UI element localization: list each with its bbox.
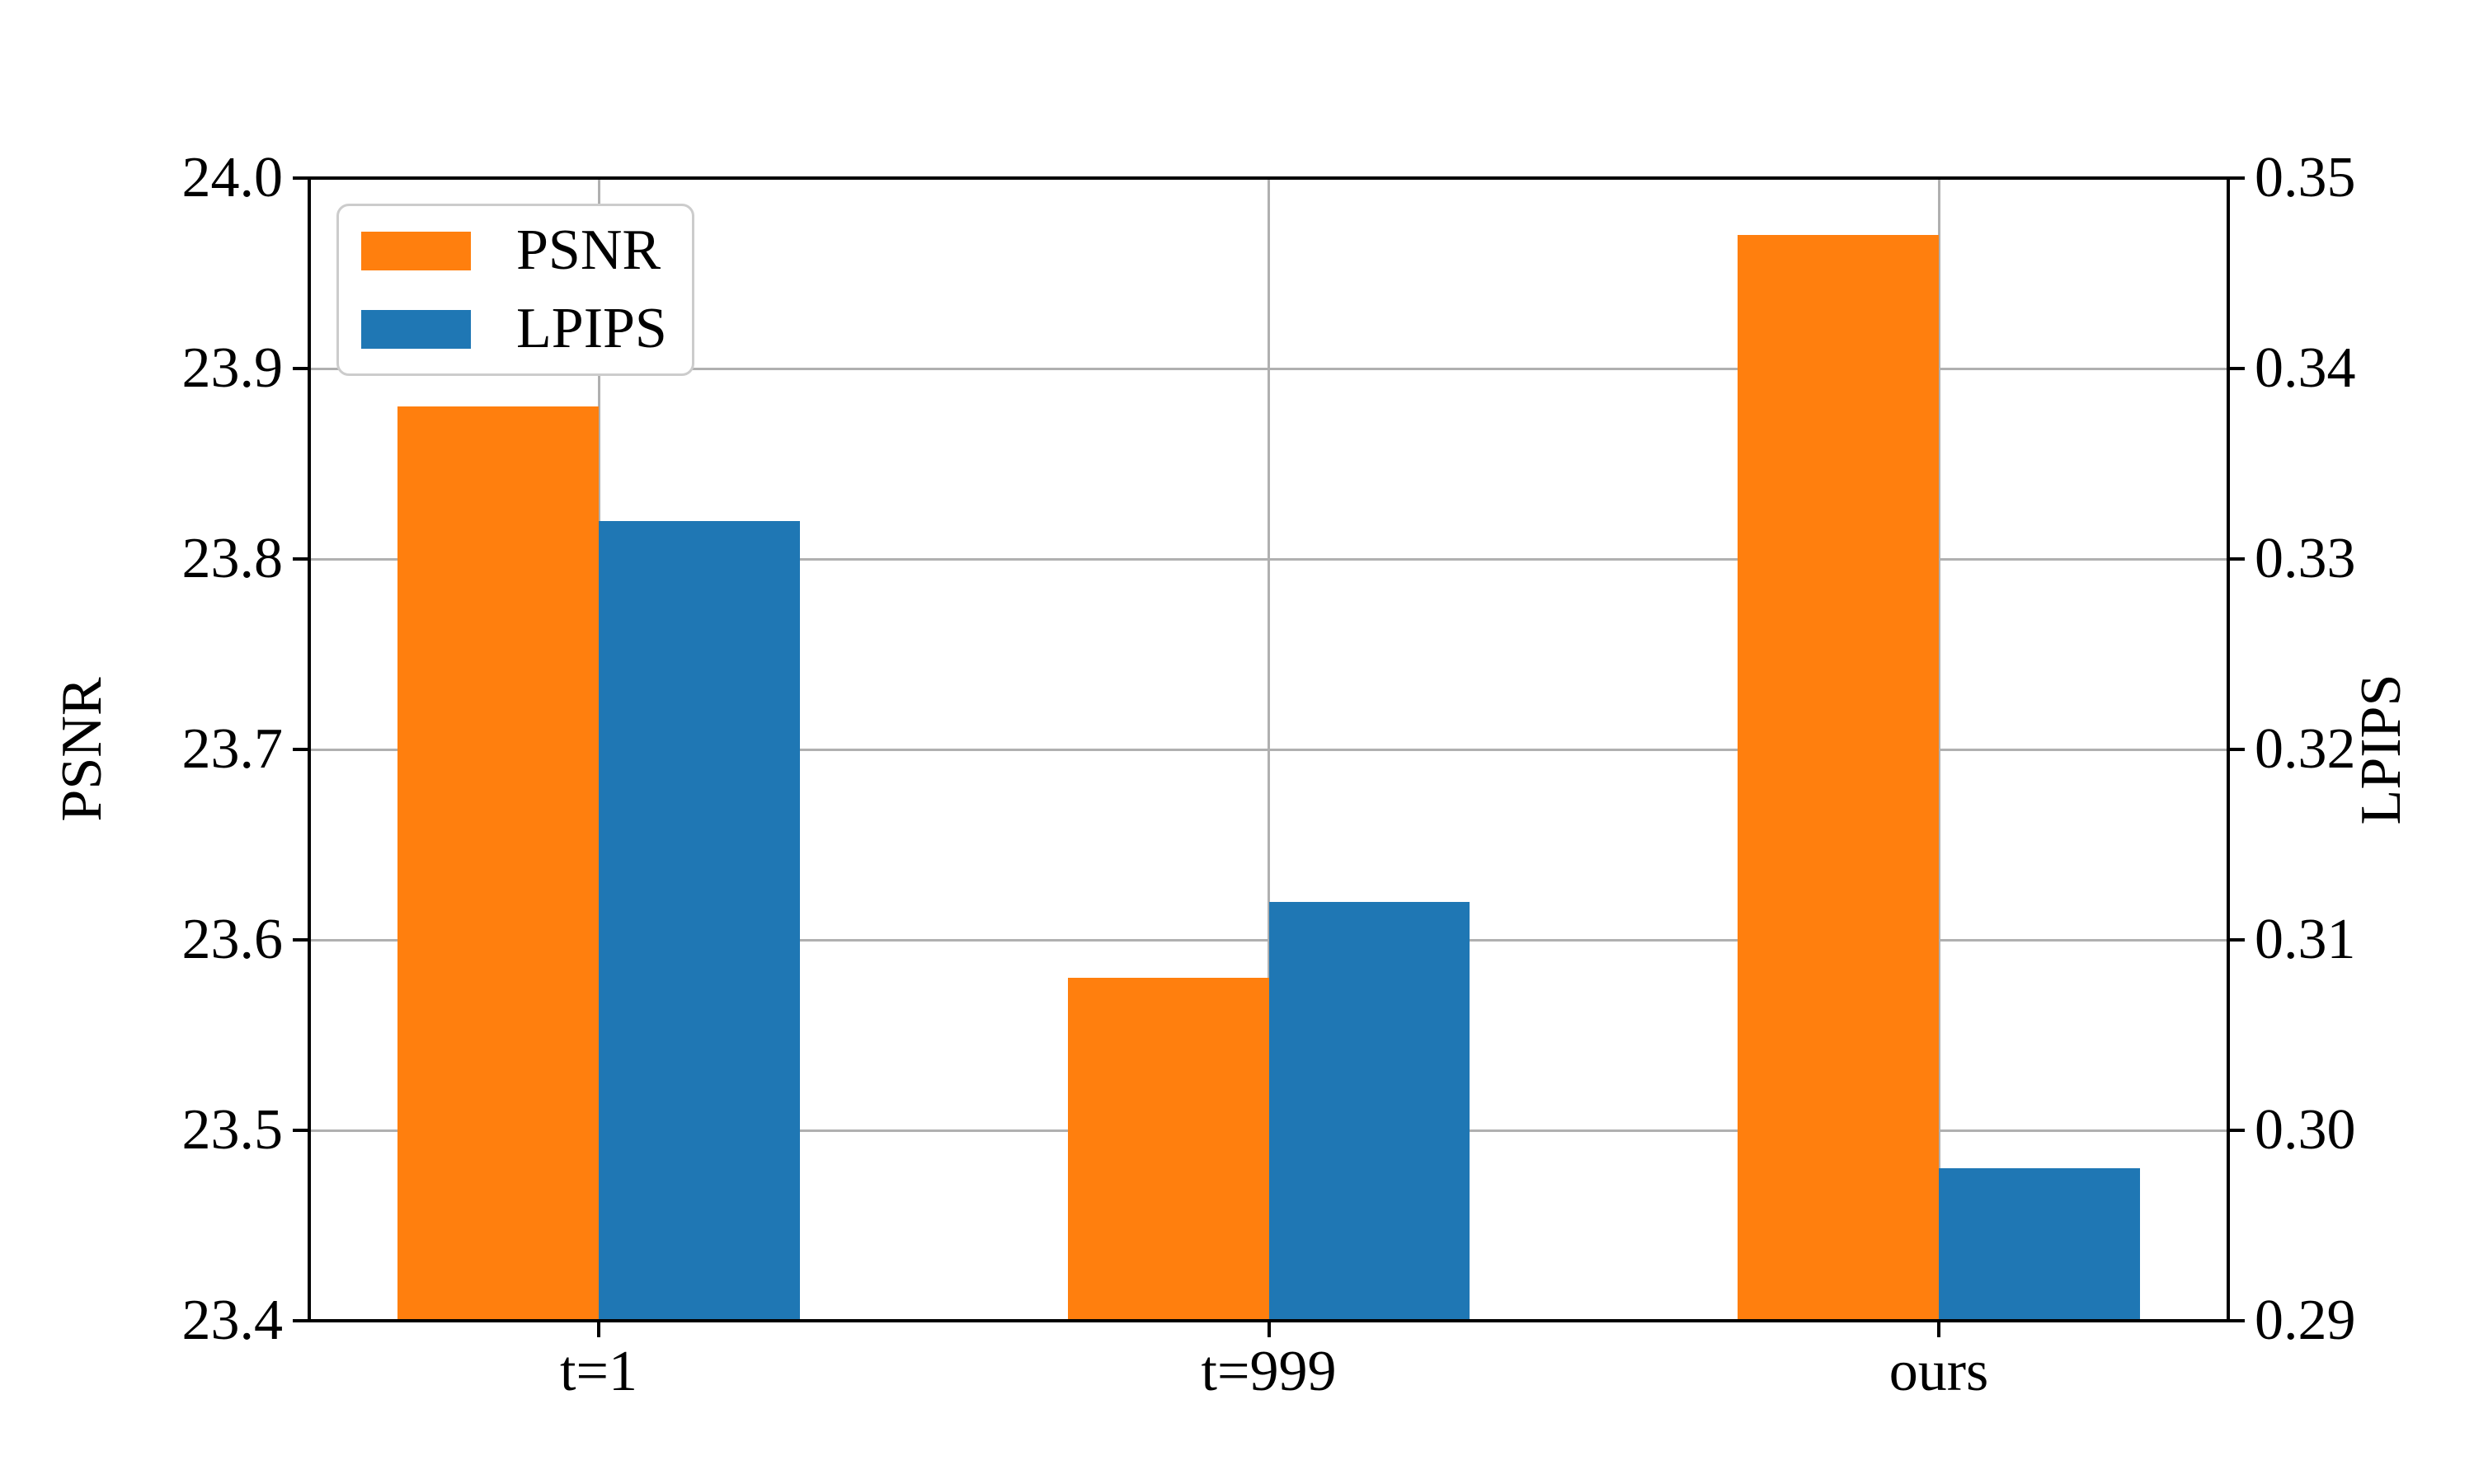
y-tick-label-right: 0.29 xyxy=(2255,1289,2356,1352)
legend-swatch-psnr xyxy=(361,231,471,270)
y-tick-left xyxy=(293,176,308,180)
y-tick-left xyxy=(293,557,308,561)
y-tick-right xyxy=(2230,176,2245,180)
y-tick-label-left: 23.7 xyxy=(181,717,284,781)
bar-psnr-t=999 xyxy=(1067,978,1269,1321)
y-tick-right xyxy=(2230,938,2245,942)
y-tick-label-left: 23.8 xyxy=(181,527,284,590)
y-tick-label-left: 24.0 xyxy=(181,146,284,209)
gridline-vertical xyxy=(1268,178,1270,1321)
y-tick-right xyxy=(2230,1129,2245,1132)
legend-label-psnr: PSNR xyxy=(516,218,661,282)
x-tick-label: t=999 xyxy=(1201,1340,1337,1403)
y-tick-label-left: 23.6 xyxy=(181,908,284,971)
y-tick-right xyxy=(2230,367,2245,370)
y-tick-right xyxy=(2230,1319,2245,1322)
bar-psnr-t=1 xyxy=(397,406,599,1321)
legend-item-psnr: PSNR xyxy=(361,216,667,285)
bar-lpips-t=999 xyxy=(1268,901,1470,1321)
x-tick xyxy=(1937,1322,1940,1337)
x-tick-label: t=1 xyxy=(560,1340,637,1403)
y-tick-left xyxy=(293,367,308,370)
y-tick-right xyxy=(2230,748,2245,751)
right-axis-title: LPIPS xyxy=(2349,674,2413,825)
bar-lpips-t=1 xyxy=(599,520,800,1321)
bar-psnr-ours xyxy=(1738,235,1939,1321)
left-axis-title: PSNR xyxy=(50,677,114,822)
gridline-vertical xyxy=(1937,178,1940,1321)
y-tick-label-left: 23.9 xyxy=(181,336,284,400)
y-tick-label-right: 0.35 xyxy=(2255,146,2356,209)
y-tick-label-right: 0.32 xyxy=(2255,717,2356,781)
y-tick-left xyxy=(293,938,308,942)
y-tick-left xyxy=(293,1319,308,1322)
y-tick-left xyxy=(293,1129,308,1132)
y-tick-label-right: 0.30 xyxy=(2255,1098,2356,1162)
legend-label-lpips: LPIPS xyxy=(516,297,667,360)
y-tick-right xyxy=(2230,557,2245,561)
legend: PSNR LPIPS xyxy=(336,204,694,376)
legend-item-lpips: LPIPS xyxy=(361,294,667,364)
y-tick-label-right: 0.31 xyxy=(2255,908,2356,971)
y-tick-left xyxy=(293,748,308,751)
y-tick-label-right: 0.34 xyxy=(2255,336,2356,400)
y-tick-label-left: 23.4 xyxy=(181,1289,284,1352)
legend-swatch-lpips xyxy=(361,309,471,349)
y-tick-label-right: 0.33 xyxy=(2255,527,2356,590)
x-tick-label: ours xyxy=(1888,1340,1989,1403)
bar-lpips-ours xyxy=(1939,1168,2140,1321)
x-tick xyxy=(597,1322,600,1337)
x-tick xyxy=(1267,1322,1271,1337)
y-tick-label-left: 23.5 xyxy=(181,1098,284,1162)
